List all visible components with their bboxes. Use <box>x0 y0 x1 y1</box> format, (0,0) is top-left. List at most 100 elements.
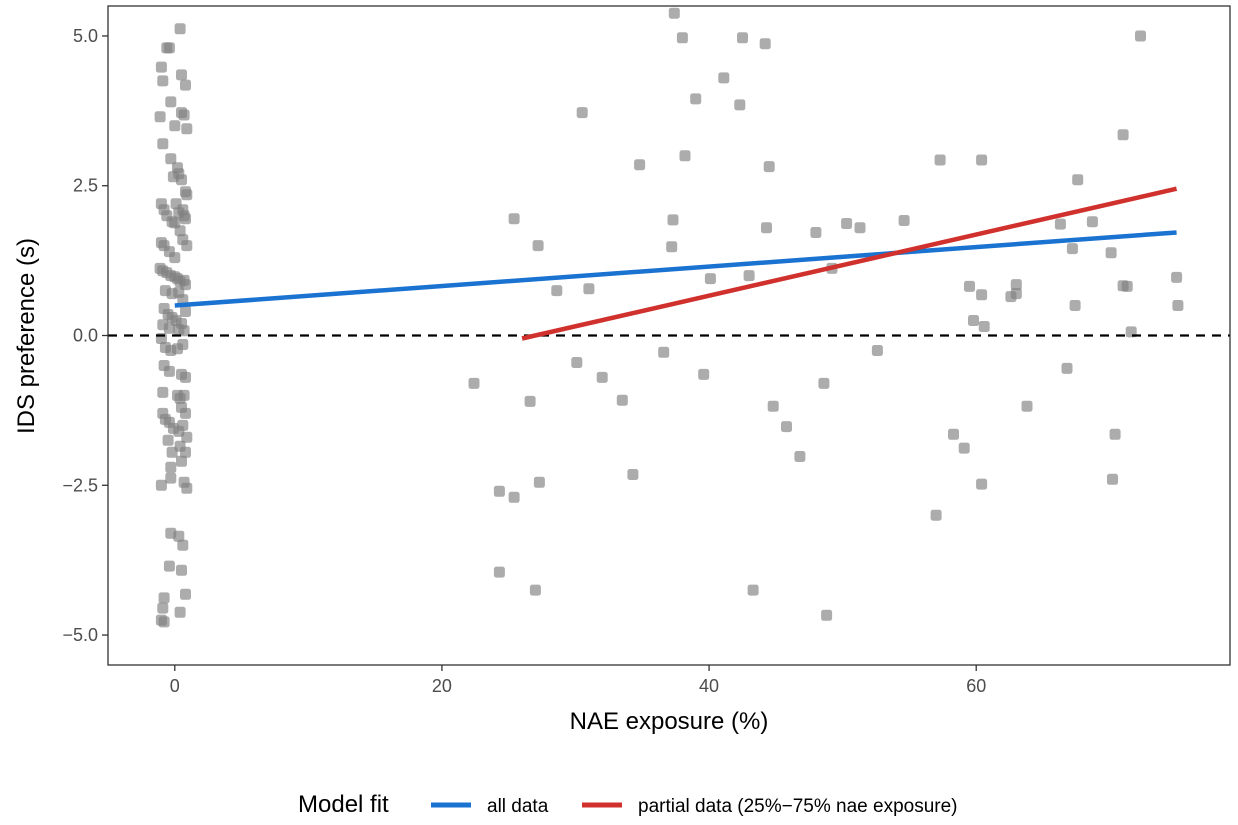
data-point <box>174 225 186 237</box>
data-point <box>157 138 169 150</box>
data-point <box>666 241 678 253</box>
data-point <box>676 32 688 44</box>
y-axis-title: IDS preference (s) <box>13 238 40 434</box>
data-point <box>1069 300 1081 311</box>
data-point <box>743 270 755 282</box>
y-tick-label: −2.5 <box>62 475 98 495</box>
data-point <box>1061 362 1073 374</box>
data-point <box>1171 271 1183 283</box>
data-point <box>173 207 185 219</box>
data-point <box>177 539 189 551</box>
y-tick-label: 5.0 <box>73 26 98 46</box>
fit-line-partial-data <box>521 186 1178 341</box>
data-point <box>934 154 946 166</box>
data-point <box>157 386 169 398</box>
data-point <box>533 476 545 488</box>
data-point <box>767 400 779 412</box>
data-point <box>181 189 193 201</box>
data-point <box>173 530 185 542</box>
data-point <box>976 478 988 490</box>
data-point <box>854 222 866 234</box>
data-point <box>781 421 792 433</box>
data-point <box>667 214 679 226</box>
data-point <box>1109 428 1121 440</box>
data-point <box>468 377 480 389</box>
x-tick-label: 20 <box>432 676 452 696</box>
data-point <box>169 252 181 264</box>
data-point <box>508 491 520 503</box>
data-point <box>165 472 177 484</box>
data-point <box>1054 218 1066 230</box>
data-point <box>759 38 771 50</box>
data-point <box>810 227 822 238</box>
data-point <box>178 389 190 401</box>
data-point <box>737 32 748 44</box>
legend-label-all-data: all data <box>487 796 549 817</box>
x-tick-label: 60 <box>966 676 986 696</box>
data-point <box>976 289 988 301</box>
data-point <box>1010 288 1022 300</box>
data-point <box>616 394 628 406</box>
data-point <box>163 365 175 377</box>
data-point <box>181 482 193 494</box>
data-point <box>821 609 833 621</box>
data-point <box>165 96 177 108</box>
data-point <box>747 584 759 596</box>
data-point <box>976 154 988 166</box>
data-point <box>576 107 588 119</box>
data-point <box>658 346 670 358</box>
x-tick-label: 40 <box>699 676 719 696</box>
data-point <box>155 479 167 491</box>
data-point <box>794 451 806 462</box>
data-point <box>1135 30 1146 42</box>
x-axis: 0 20 40 60 <box>170 665 986 696</box>
data-point <box>1121 280 1133 292</box>
data-point <box>551 285 563 297</box>
data-point <box>493 485 505 497</box>
data-point <box>698 368 710 380</box>
data-point <box>176 455 187 467</box>
data-point <box>978 321 990 332</box>
y-axis: −5.0 −2.5 0.0 2.5 5.0 <box>62 26 108 645</box>
points-layer <box>154 7 1184 628</box>
data-point <box>763 161 775 173</box>
data-point <box>529 584 541 596</box>
data-point <box>167 171 179 183</box>
data-point <box>155 61 167 73</box>
data-point <box>1172 300 1184 311</box>
data-point <box>154 111 166 123</box>
data-point <box>634 159 646 171</box>
data-point <box>1107 473 1118 485</box>
data-point <box>180 306 191 317</box>
data-point <box>524 395 536 407</box>
data-point <box>690 93 702 105</box>
data-point <box>968 315 979 326</box>
data-point <box>704 273 716 285</box>
data-point <box>163 560 175 572</box>
data-point <box>170 198 182 210</box>
data-point <box>1105 247 1117 259</box>
data-point <box>180 588 191 600</box>
data-point <box>532 240 544 252</box>
data-point <box>174 606 186 618</box>
data-point <box>181 431 193 443</box>
data-point <box>158 616 170 628</box>
data-point <box>162 434 174 446</box>
data-point <box>898 215 910 226</box>
data-point <box>181 123 193 135</box>
data-point <box>1072 174 1084 186</box>
data-point <box>1086 216 1098 228</box>
data-point <box>679 150 691 162</box>
fit-lines-layer <box>174 186 1178 341</box>
data-point <box>169 120 181 132</box>
data-point <box>718 72 730 84</box>
data-point <box>181 240 193 252</box>
data-point <box>958 442 970 454</box>
data-point <box>177 339 189 350</box>
data-point <box>178 325 190 337</box>
x-tick-label: 0 <box>170 676 180 696</box>
data-point <box>508 213 520 225</box>
data-point <box>180 446 191 458</box>
data-point <box>180 371 191 383</box>
fit-line-all-data <box>174 230 1177 308</box>
